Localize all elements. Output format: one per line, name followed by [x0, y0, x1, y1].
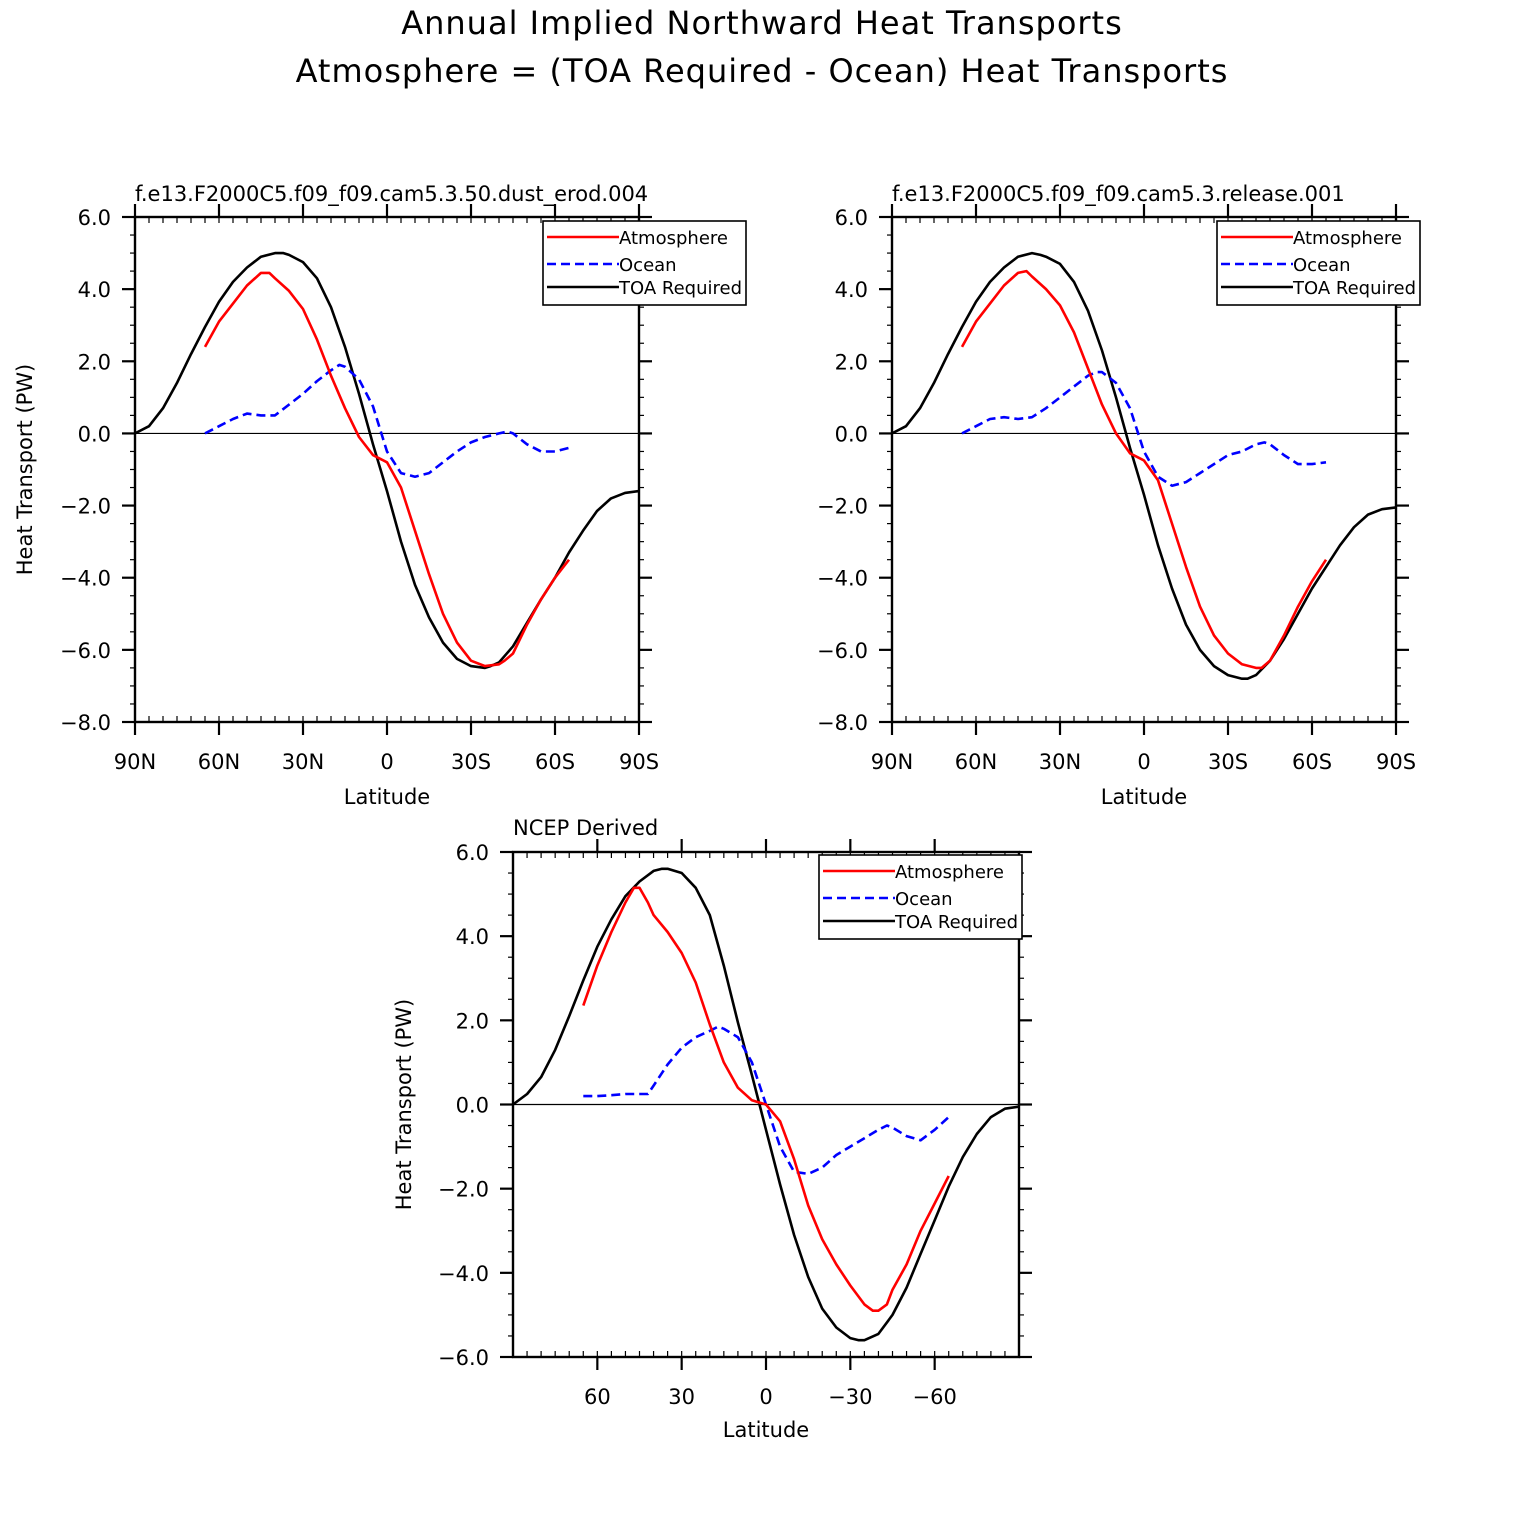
x-tick-label: 0	[380, 750, 393, 774]
series-line-ocean	[204, 363, 570, 479]
series-line-atmosphere	[203, 271, 571, 668]
y-tick-label: 4.0	[835, 278, 868, 302]
y-tick-label: −6.0	[817, 639, 868, 663]
x-tick-label: 90N	[871, 750, 913, 774]
x-axis-label: Latitude	[723, 1418, 809, 1442]
x-tick-label: 30	[668, 1385, 695, 1409]
chart-panel-3: NCEP Derived 6.0 4.0 2.0 0.0 −2.0 −4.0 −6.0 60 30…	[392, 816, 1032, 1442]
y-tick-label: −2.0	[438, 1178, 489, 1202]
series-line-toa-required	[512, 867, 1020, 1342]
x-tick-label: 30N	[1039, 750, 1081, 774]
x-axis-label: Latitude	[1101, 785, 1187, 809]
x-tick-label: 60	[584, 1385, 611, 1409]
x-tick-label: −30	[828, 1385, 872, 1409]
y-tick-label: 4.0	[456, 925, 489, 949]
x-tick-label: 60S	[1292, 750, 1332, 774]
y-tick-label: 6.0	[78, 206, 111, 230]
legend-label: Atmosphere	[619, 228, 728, 249]
x-tick-label: 60N	[955, 750, 997, 774]
legend-label: TOA Required	[1292, 278, 1416, 299]
y-tick-label: −4.0	[438, 1262, 489, 1286]
y-tick-label: 2.0	[456, 1009, 489, 1033]
x-tick-label: 30N	[282, 750, 324, 774]
legend-label: TOA Required	[618, 278, 742, 299]
y-tick-label: 6.0	[456, 841, 489, 865]
y-tick-label: 0.0	[835, 422, 868, 446]
series-line-atmosphere	[960, 269, 1328, 670]
x-tick-label: 60S	[535, 750, 575, 774]
x-tick-label: 90N	[114, 750, 156, 774]
y-tick-label: 2.0	[835, 350, 868, 374]
series-line-ocean	[583, 1025, 950, 1176]
figure-title-line-2: Atmosphere = (TOA Required - Ocean) Heat…	[295, 52, 1229, 90]
legend-label: Atmosphere	[895, 862, 1004, 883]
y-tick-label: 2.0	[78, 350, 111, 374]
y-tick-label: 0.0	[456, 1094, 489, 1118]
x-tick-label: 30S	[451, 750, 491, 774]
y-tick-label: −8.0	[817, 711, 868, 735]
series-line-atmosphere	[582, 886, 950, 1312]
y-tick-label: 4.0	[78, 278, 111, 302]
y-axis-label: Heat Transport (PW)	[392, 999, 416, 1211]
chart-title: f.e13.F2000C5.f09_f09.cam5.3.50.dust_ero…	[135, 182, 648, 207]
y-tick-label: 6.0	[835, 206, 868, 230]
x-tick-label: 0	[1137, 750, 1150, 774]
x-tick-label: 0	[759, 1385, 772, 1409]
legend-label: Ocean	[895, 889, 953, 910]
plot-frame	[890, 215, 1398, 724]
series-line-toa-required	[891, 251, 1397, 681]
y-tick-label: 0.0	[78, 422, 111, 446]
series-line-ocean	[961, 370, 1327, 488]
chart-title: f.e13.F2000C5.f09_f09.cam5.3.release.001	[892, 182, 1345, 207]
series-line-toa-required	[134, 251, 640, 670]
x-tick-label: −60	[913, 1385, 957, 1409]
x-tick-label: 60N	[198, 750, 240, 774]
legend-label: TOA Required	[894, 912, 1018, 933]
legend-label: Atmosphere	[1293, 228, 1402, 249]
y-tick-label: −4.0	[817, 567, 868, 591]
x-tick-label: 90S	[1376, 750, 1416, 774]
y-tick-label: −2.0	[817, 495, 868, 519]
y-axis-label: Heat Transport (PW)	[13, 364, 37, 576]
x-tick-label: 30S	[1208, 750, 1248, 774]
chart-panel-1: f.e13.F2000C5.f09_f09.cam5.3.50.dust_ero…	[13, 182, 747, 809]
plot-frame	[133, 215, 641, 724]
legend-label: Ocean	[619, 255, 677, 276]
x-tick-label: 90S	[619, 750, 659, 774]
y-tick-label: −6.0	[438, 1346, 489, 1370]
chart-title: NCEP Derived	[513, 816, 658, 840]
legend-label: Ocean	[1293, 255, 1351, 276]
figure-title-line-1: Annual Implied Northward Heat Transports	[401, 4, 1123, 42]
x-axis-label: Latitude	[344, 785, 430, 809]
y-tick-label: −2.0	[60, 495, 111, 519]
y-tick-label: −6.0	[60, 639, 111, 663]
y-tick-label: −4.0	[60, 567, 111, 591]
chart-panel-2: f.e13.F2000C5.f09_f09.cam5.3.release.001…	[817, 182, 1421, 809]
y-tick-label: −8.0	[60, 711, 111, 735]
